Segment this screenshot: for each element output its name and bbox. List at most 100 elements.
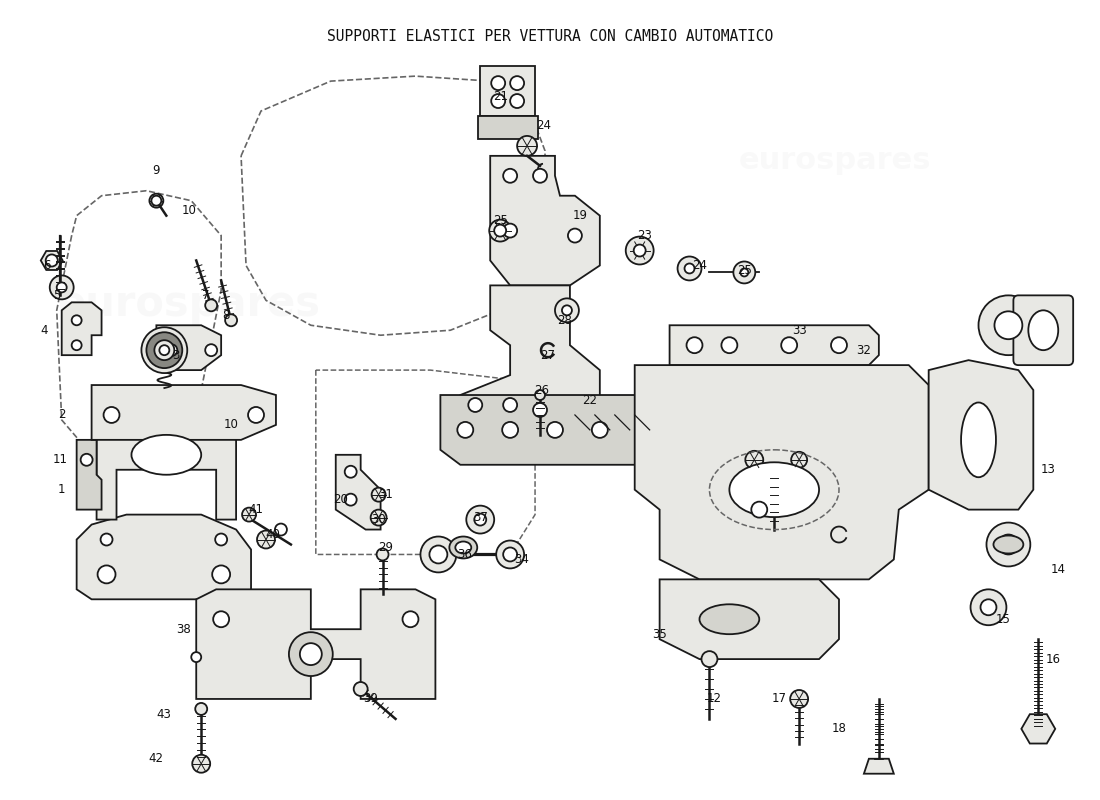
Polygon shape [864, 758, 894, 774]
FancyBboxPatch shape [1013, 295, 1074, 365]
Circle shape [790, 690, 808, 708]
Circle shape [970, 590, 1007, 626]
Circle shape [994, 311, 1022, 339]
Text: 17: 17 [772, 693, 786, 706]
Circle shape [686, 338, 703, 353]
Circle shape [289, 632, 333, 676]
Circle shape [206, 299, 217, 311]
Circle shape [592, 422, 608, 438]
Text: 4: 4 [40, 324, 47, 337]
Text: 9: 9 [153, 164, 161, 178]
Text: 32: 32 [857, 344, 871, 357]
Circle shape [740, 269, 748, 277]
Circle shape [492, 94, 505, 108]
Text: 2: 2 [58, 409, 66, 422]
Polygon shape [336, 455, 381, 530]
Circle shape [354, 682, 367, 696]
Polygon shape [91, 385, 276, 440]
Text: 33: 33 [792, 324, 806, 337]
Circle shape [702, 651, 717, 667]
Text: 42: 42 [148, 752, 164, 766]
Text: 40: 40 [265, 528, 280, 541]
Text: eurospares: eurospares [739, 146, 932, 175]
Text: 19: 19 [572, 209, 587, 222]
Polygon shape [62, 302, 101, 355]
Circle shape [791, 452, 807, 468]
Ellipse shape [132, 435, 201, 474]
Circle shape [469, 398, 482, 412]
Polygon shape [41, 251, 63, 270]
Circle shape [300, 643, 322, 665]
Text: SUPPORTI ELASTICI PER VETTURA CON CAMBIO AUTOMATICO: SUPPORTI ELASTICI PER VETTURA CON CAMBIO… [327, 30, 773, 44]
Text: 16: 16 [1046, 653, 1060, 666]
Circle shape [344, 466, 356, 478]
Circle shape [192, 754, 210, 773]
Circle shape [474, 514, 486, 526]
Text: 23: 23 [637, 229, 652, 242]
Circle shape [626, 237, 653, 265]
Text: 6: 6 [43, 259, 51, 272]
Text: 25: 25 [737, 264, 751, 277]
Text: 38: 38 [176, 622, 190, 636]
Text: 13: 13 [1041, 463, 1056, 476]
Ellipse shape [1028, 310, 1058, 350]
Text: eurospares: eurospares [57, 283, 320, 326]
Ellipse shape [455, 542, 471, 554]
Circle shape [226, 314, 238, 326]
Text: 18: 18 [832, 722, 846, 735]
Ellipse shape [142, 327, 187, 373]
Text: 43: 43 [156, 709, 170, 722]
Ellipse shape [450, 537, 477, 558]
Circle shape [212, 566, 230, 583]
Circle shape [746, 451, 763, 469]
Text: 5: 5 [53, 289, 60, 302]
Circle shape [568, 229, 582, 242]
Circle shape [72, 340, 81, 350]
Circle shape [999, 534, 1019, 554]
Circle shape [458, 422, 473, 438]
Polygon shape [1022, 714, 1055, 743]
Text: 27: 27 [540, 349, 556, 362]
Circle shape [503, 169, 517, 182]
Polygon shape [97, 430, 236, 519]
Text: 29: 29 [378, 541, 393, 554]
Ellipse shape [700, 604, 759, 634]
Circle shape [72, 315, 81, 326]
Circle shape [376, 549, 388, 561]
Circle shape [494, 225, 506, 237]
Circle shape [100, 534, 112, 546]
Polygon shape [635, 365, 928, 579]
Circle shape [534, 403, 547, 417]
Circle shape [722, 338, 737, 353]
Text: 11: 11 [52, 454, 67, 466]
Circle shape [751, 502, 767, 518]
Circle shape [496, 541, 524, 569]
Circle shape [492, 76, 505, 90]
Circle shape [534, 169, 547, 182]
Circle shape [165, 344, 177, 356]
Circle shape [490, 220, 512, 242]
Circle shape [980, 599, 997, 615]
Polygon shape [660, 579, 839, 659]
Circle shape [503, 422, 518, 438]
Polygon shape [928, 360, 1033, 510]
Circle shape [80, 454, 92, 466]
Text: 3: 3 [173, 349, 180, 362]
Circle shape [242, 508, 256, 522]
Ellipse shape [729, 462, 820, 517]
Text: 10: 10 [182, 204, 197, 217]
Circle shape [206, 344, 217, 356]
Circle shape [372, 488, 386, 502]
Circle shape [344, 494, 356, 506]
Text: 10: 10 [223, 418, 239, 431]
Text: 24: 24 [692, 259, 707, 272]
Text: 25: 25 [493, 214, 507, 227]
Circle shape [249, 407, 264, 423]
Text: 28: 28 [558, 314, 572, 326]
Polygon shape [481, 66, 535, 116]
Circle shape [50, 275, 74, 299]
Circle shape [634, 245, 646, 257]
Circle shape [987, 522, 1031, 566]
Circle shape [103, 407, 120, 423]
Circle shape [503, 224, 517, 238]
